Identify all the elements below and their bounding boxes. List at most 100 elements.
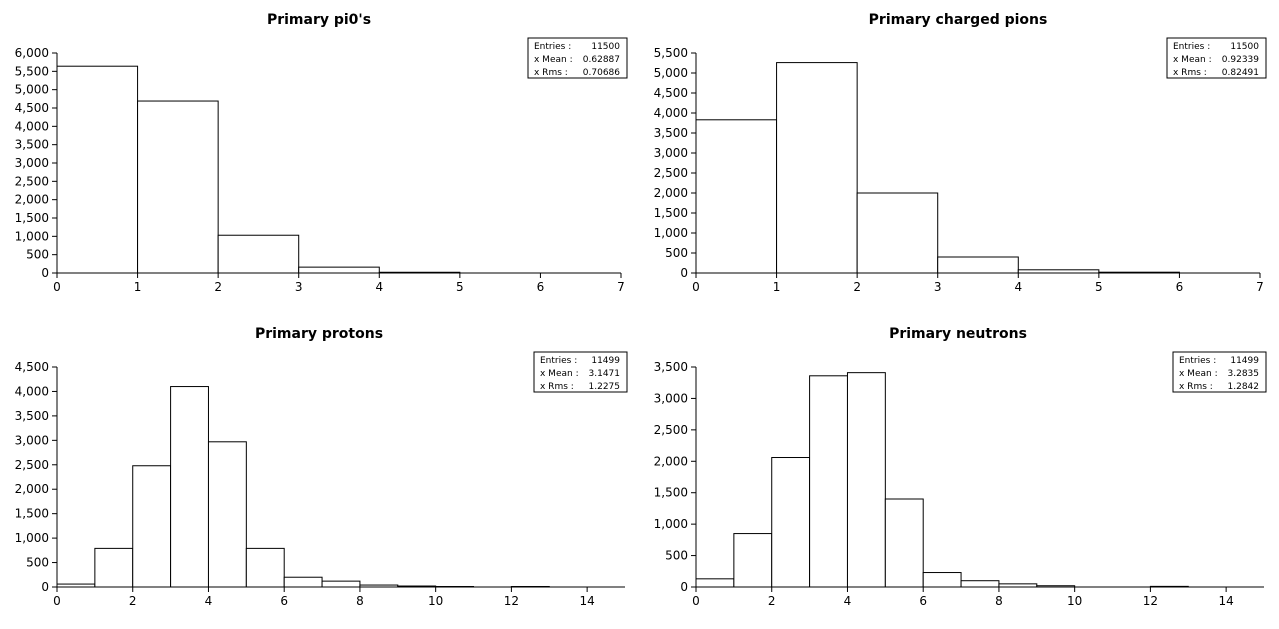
y-tick-label: 0 [41, 266, 49, 280]
x-tick-label: 6 [1176, 280, 1184, 294]
y-tick-label: 500 [26, 248, 49, 262]
y-tick-label: 2,500 [15, 458, 49, 472]
y-tick-label: 1,500 [15, 507, 49, 521]
x-tick-label: 6 [537, 280, 545, 294]
x-tick-label: 14 [1218, 594, 1233, 608]
y-tick-label: 2,500 [654, 166, 688, 180]
stats-value: 3.1471 [589, 369, 621, 379]
x-tick-label: 1 [134, 280, 142, 294]
histogram-bar [695, 119, 778, 274]
histogram-bar [846, 372, 886, 588]
x-tick-label: 4 [205, 594, 213, 608]
x-tick-label: 12 [1143, 594, 1158, 608]
x-tick-label: 3 [295, 280, 303, 294]
x-tick-label: 2 [853, 280, 861, 294]
stats-box [1172, 351, 1267, 393]
y-tick-label: 3,000 [15, 433, 49, 447]
histogram-bar [922, 572, 962, 588]
stats-value: 1.2842 [1228, 382, 1260, 392]
chart-title: Primary pi0's [267, 12, 371, 28]
x-tick-label: 0 [53, 594, 61, 608]
y-tick-label: 2,000 [654, 186, 688, 200]
x-tick-label: 0 [692, 594, 700, 608]
y-tick-label: 4,500 [654, 86, 688, 100]
y-tick-label: 0 [680, 266, 688, 280]
histogram-bar [771, 457, 811, 588]
x-tick-label: 5 [456, 280, 464, 294]
histogram-bar [283, 576, 323, 588]
histogram-bar [884, 498, 924, 588]
y-tick-label: 2,000 [654, 454, 688, 468]
stats-label: x Rms : [1179, 382, 1213, 392]
y-tick-label: 4,500 [15, 101, 49, 115]
stats-value: 0.92339 [1222, 55, 1259, 65]
stats-label: x Rms : [540, 382, 574, 392]
y-tick-label: 4,000 [15, 384, 49, 398]
y-tick-label: 2,000 [15, 482, 49, 496]
stats-value: 11499 [591, 356, 620, 366]
y-tick-label: 3,500 [654, 126, 688, 140]
y-tick-label: 1,000 [654, 226, 688, 240]
stats-label: x Mean : [534, 55, 573, 65]
x-tick-label: 10 [1067, 594, 1082, 608]
y-tick-label: 3,000 [15, 156, 49, 170]
x-tick-label: 2 [768, 594, 776, 608]
stats-box [1166, 37, 1267, 79]
stats-label: x Mean : [1173, 55, 1212, 65]
histogram-bar [137, 100, 219, 274]
y-tick-label: 2,500 [15, 174, 49, 188]
histogram-bar [937, 256, 1019, 274]
x-tick-label: 2 [214, 280, 222, 294]
x-tick-label: 7 [1256, 280, 1264, 294]
histogram-bar [321, 580, 361, 588]
x-tick-label: 1 [773, 280, 781, 294]
y-tick-label: 2,500 [654, 423, 688, 437]
stats-label: x Mean : [540, 369, 579, 379]
x-tick-label: 4 [1014, 280, 1022, 294]
x-tick-label: 12 [504, 594, 519, 608]
y-tick-label: 5,000 [654, 66, 688, 80]
y-tick-label: 4,000 [15, 119, 49, 133]
x-tick-label: 6 [280, 594, 288, 608]
y-tick-label: 500 [665, 246, 688, 260]
y-tick-label: 3,000 [654, 146, 688, 160]
histogram-bar [856, 192, 939, 274]
y-tick-label: 5,500 [654, 46, 688, 60]
stats-box [527, 37, 628, 79]
histogram-bar [298, 266, 380, 274]
panel-primary-protons: Primary protons 0 500 1,000 1,500 2,000 2,500… [15, 326, 628, 608]
histogram-bar [809, 375, 848, 588]
histogram-bar [776, 62, 858, 274]
histogram-bar [56, 65, 139, 274]
y-tick-label: 1,000 [15, 229, 49, 243]
y-tick-label: 3,500 [15, 138, 49, 152]
stats-value: 11500 [591, 42, 620, 52]
x-tick-label: 14 [579, 594, 594, 608]
histogram-bar [132, 465, 172, 588]
stats-value: 0.62887 [583, 55, 620, 65]
histogram-bar [695, 578, 735, 588]
y-tick-label: 1,000 [15, 531, 49, 545]
stats-value: 1.2275 [589, 382, 621, 392]
x-tick-label: 8 [995, 594, 1003, 608]
histogram-bar [245, 547, 285, 588]
y-tick-label: 1,500 [654, 206, 688, 220]
stats-label: Entries : [534, 42, 571, 52]
stats-label: Entries : [1179, 356, 1216, 366]
chart-title: Primary neutrons [889, 326, 1027, 342]
x-tick-label: 7 [617, 280, 625, 294]
y-tick-label: 0 [41, 580, 49, 594]
y-tick-label: 500 [665, 549, 688, 563]
y-tick-label: 2,000 [15, 193, 49, 207]
x-tick-label: 0 [53, 280, 61, 294]
x-tick-label: 0 [692, 280, 700, 294]
x-tick-label: 8 [356, 594, 364, 608]
stats-label: x Rms : [1173, 68, 1207, 78]
x-tick-label: 4 [844, 594, 852, 608]
y-tick-label: 5,500 [15, 64, 49, 78]
histogram-bar [170, 386, 209, 588]
histogram-bar [960, 580, 1000, 588]
stats-value: 0.82491 [1222, 68, 1259, 78]
stats-label: x Mean : [1179, 369, 1218, 379]
